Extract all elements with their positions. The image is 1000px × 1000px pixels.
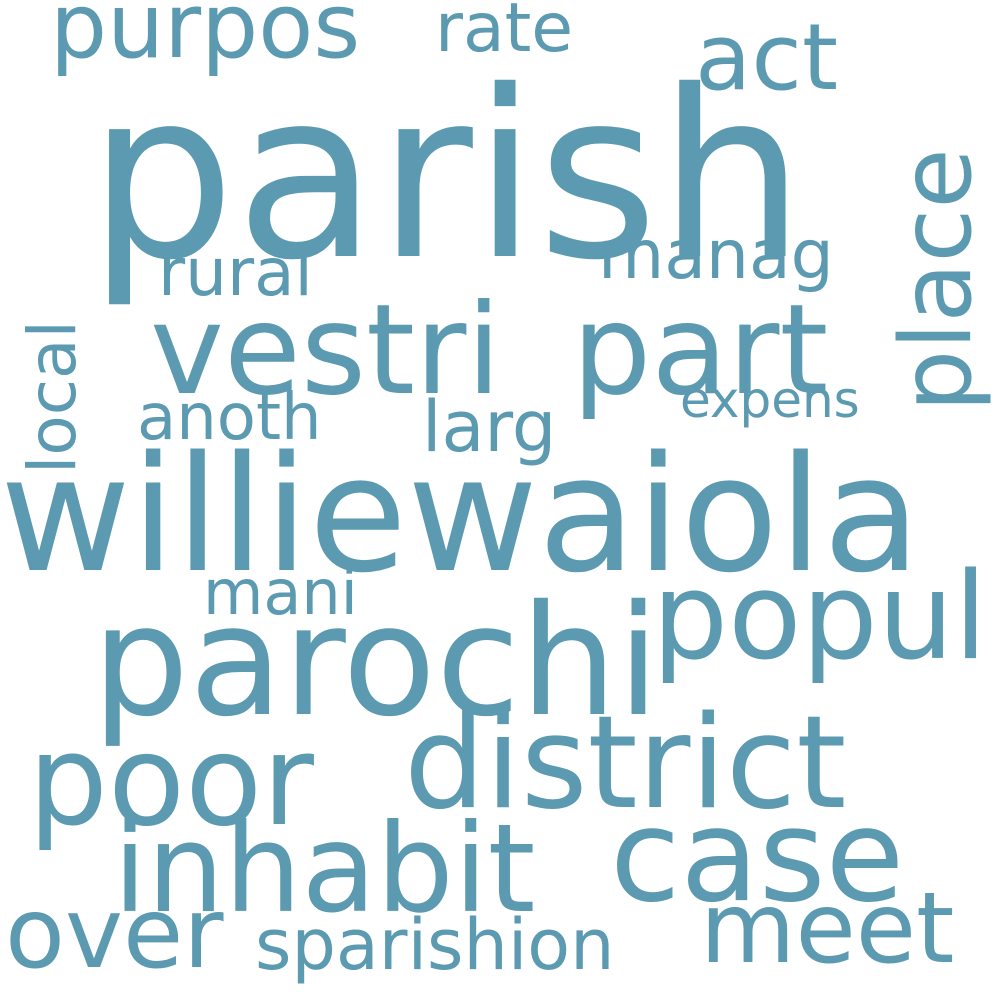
word-manag: manag bbox=[598, 216, 834, 295]
word-rural: rural bbox=[158, 234, 313, 311]
word-meet: meet bbox=[700, 872, 955, 986]
word-case: case bbox=[610, 782, 905, 931]
word-local: local bbox=[14, 320, 91, 474]
word-purpos: purpos bbox=[50, 0, 361, 79]
word-place: place bbox=[880, 148, 994, 412]
word-expens: expens bbox=[680, 371, 860, 429]
word-williewaiola: williewaiola bbox=[0, 421, 921, 608]
word-act: act bbox=[695, 4, 839, 111]
word-over: over bbox=[5, 877, 224, 991]
word-larg: larg bbox=[422, 386, 557, 468]
word-parish: parish bbox=[88, 41, 806, 311]
word-part: part bbox=[572, 278, 829, 423]
word-sparishion: sparishion bbox=[255, 904, 615, 986]
word-district: district bbox=[404, 689, 847, 838]
word-mani: mani bbox=[203, 556, 358, 629]
word-parochi: parochi bbox=[92, 573, 660, 751]
word-vestri: vestri bbox=[150, 278, 502, 423]
word-popul: popul bbox=[652, 548, 988, 687]
word-inhabit: inhabit bbox=[113, 798, 536, 940]
word-poor: poor bbox=[28, 707, 314, 854]
word-rate: rate bbox=[435, 0, 574, 68]
word-anoth: anoth bbox=[137, 381, 322, 455]
